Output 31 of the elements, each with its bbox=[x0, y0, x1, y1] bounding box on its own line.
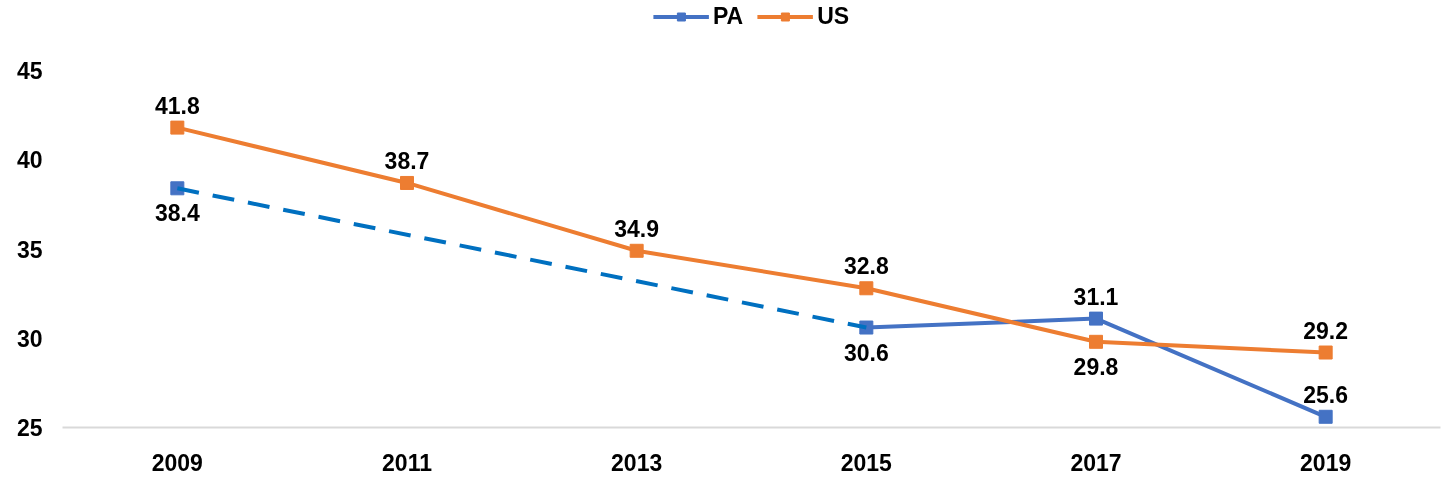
point bbox=[170, 120, 185, 135]
point bbox=[629, 243, 644, 258]
data-label: 38.4 bbox=[154, 200, 200, 227]
data-label: 25.6 bbox=[1303, 381, 1349, 408]
data-label: 41.8 bbox=[154, 92, 200, 119]
legend-label: US bbox=[817, 2, 850, 30]
y-tick-label: 35 bbox=[16, 236, 43, 263]
point bbox=[1089, 311, 1103, 326]
point bbox=[1318, 409, 1333, 424]
data-label: 34.9 bbox=[614, 215, 660, 242]
x-tick-label: 2015 bbox=[840, 449, 893, 476]
legend-label: PA bbox=[712, 2, 744, 30]
x-tick-label: 2019 bbox=[1300, 449, 1352, 476]
data-label: 30.6 bbox=[843, 339, 889, 366]
data-label: 32.8 bbox=[843, 253, 889, 280]
data-label: 29.2 bbox=[1303, 317, 1349, 344]
y-tick-label: 45 bbox=[16, 58, 43, 84]
x-tick-label: 2009 bbox=[151, 449, 203, 476]
data-label: 38.7 bbox=[384, 147, 430, 174]
point bbox=[1089, 334, 1103, 349]
y-tick-label: 25 bbox=[16, 415, 43, 441]
data-label: 29.8 bbox=[1073, 353, 1119, 380]
point bbox=[1318, 345, 1333, 360]
x-tick-label: 2013 bbox=[611, 449, 663, 476]
x-tick-label: 2017 bbox=[1070, 449, 1122, 476]
point bbox=[859, 281, 874, 296]
y-tick-label: 30 bbox=[16, 325, 43, 352]
data-label: 31.1 bbox=[1073, 283, 1119, 310]
point bbox=[400, 175, 414, 190]
y-tick-label: 40 bbox=[16, 147, 43, 174]
x-tick-label: 2011 bbox=[382, 449, 433, 476]
